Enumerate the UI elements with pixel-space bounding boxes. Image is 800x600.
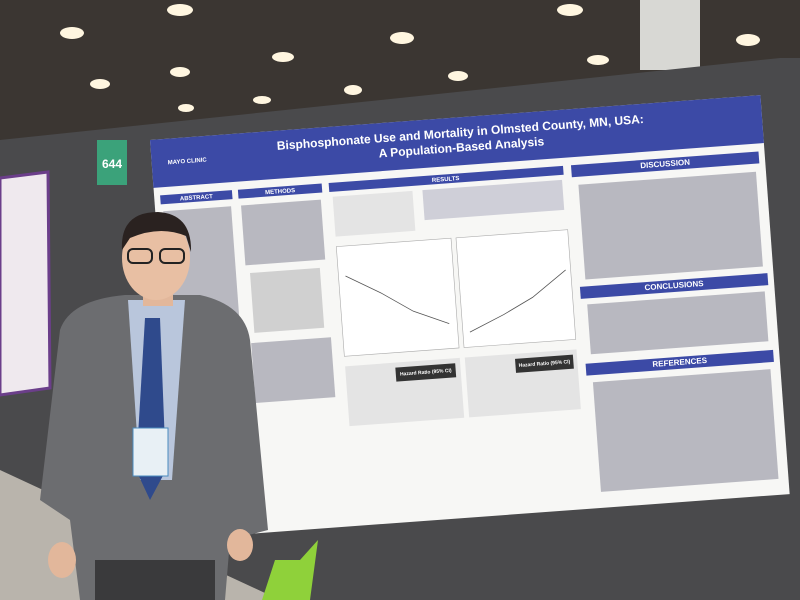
section-bar	[570, 151, 760, 178]
booth-tag	[97, 140, 127, 185]
section-heading: CONCLUSIONS	[644, 279, 704, 292]
pillar	[640, 0, 700, 70]
section-bar	[585, 349, 774, 376]
neighbor-poster	[0, 170, 52, 397]
section-bar	[237, 183, 323, 199]
table-header	[395, 363, 457, 382]
section-bar	[328, 165, 564, 193]
section-heading: METHODS	[265, 188, 295, 196]
ceiling-lights	[60, 4, 760, 112]
poster: MAYO CLINIC Bisphosphonate Use and Morta…	[150, 95, 790, 539]
section-bar	[579, 273, 769, 299]
section-heading: ABSTRACT	[180, 194, 214, 202]
section-heading: RESULTS	[432, 176, 460, 184]
booth-number: 644	[102, 157, 122, 171]
table-header-text: Hazard Ratio (95% CI)	[518, 359, 570, 369]
section-bar	[160, 190, 233, 205]
table-header-text: Hazard Ratio (95% CI)	[400, 368, 452, 378]
logo: MAYO CLINIC	[168, 157, 208, 166]
body-text	[163, 171, 779, 492]
green-bag	[262, 540, 318, 600]
title-banner	[150, 95, 764, 188]
table-header	[515, 354, 574, 373]
section-heading: REFERENCES	[652, 356, 708, 369]
person	[40, 212, 268, 600]
section-heading: DISCUSSION	[640, 158, 691, 171]
